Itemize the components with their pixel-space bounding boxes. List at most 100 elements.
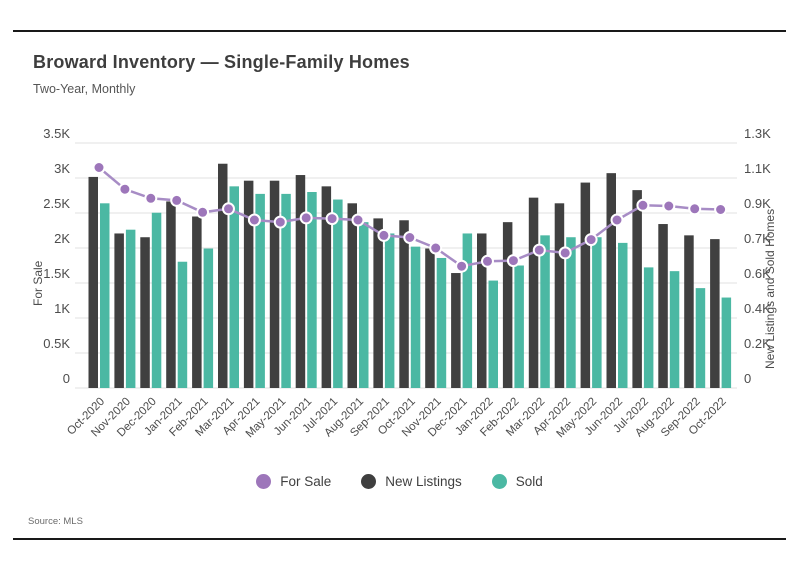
bar-new-listings[interactable]: [710, 239, 720, 388]
right-axis-tick: 0.6K: [744, 266, 771, 281]
card-top-border: [13, 30, 786, 32]
bar-sold[interactable]: [540, 235, 550, 388]
for-sale-point[interactable]: [325, 212, 339, 226]
right-axis-tick: 1.3K: [744, 126, 771, 141]
legend-item-sold[interactable]: Sold: [491, 474, 543, 489]
left-axis-tick: 1.5K: [43, 266, 70, 281]
left-axis-title: For Sale: [31, 260, 45, 306]
legend-item-new-listings[interactable]: New Listings: [361, 474, 462, 489]
bar-new-listings[interactable]: [295, 175, 306, 388]
bar-sold[interactable]: [514, 265, 524, 389]
page-subtitle: Two-Year, Monthly: [33, 82, 136, 96]
bar-sold[interactable]: [359, 222, 369, 388]
bar-sold[interactable]: [669, 271, 680, 388]
bar-sold[interactable]: [436, 257, 447, 388]
bar-sold[interactable]: [618, 242, 628, 388]
for-sale-point[interactable]: [92, 161, 106, 174]
bar-sold[interactable]: [203, 248, 214, 388]
for-sale-point[interactable]: [506, 254, 520, 268]
bar-new-listings[interactable]: [373, 218, 383, 388]
for-sale-point[interactable]: [662, 199, 676, 213]
for-sale-point[interactable]: [170, 193, 184, 207]
bar-new-listings[interactable]: [269, 180, 280, 388]
for-sale-point[interactable]: [610, 213, 624, 227]
bar-new-listings[interactable]: [425, 248, 435, 388]
left-axis-tick: 2.5K: [43, 196, 70, 211]
left-axis-tick: 0: [63, 371, 70, 386]
bar-sold[interactable]: [333, 199, 343, 388]
for-sale-point[interactable]: [558, 246, 572, 260]
new-listings-marker-icon: [361, 474, 377, 489]
bar-sold[interactable]: [592, 237, 602, 388]
for-sale-point[interactable]: [144, 191, 158, 205]
for-sale-point[interactable]: [532, 243, 546, 257]
bar-sold[interactable]: [488, 280, 499, 388]
left-axis-tick: 3.5K: [43, 126, 70, 141]
bar-new-listings[interactable]: [88, 176, 99, 388]
bar-sold[interactable]: [721, 297, 732, 388]
bar-sold[interactable]: [384, 233, 395, 388]
for-sale-point[interactable]: [196, 205, 210, 219]
source-note: Source: MLS: [28, 516, 83, 527]
bar-sold[interactable]: [462, 233, 473, 388]
right-axis-tick: 0.7K: [744, 231, 771, 246]
bar-new-listings[interactable]: [477, 233, 487, 388]
bar-sold[interactable]: [643, 267, 654, 388]
bar-new-listings[interactable]: [347, 203, 358, 388]
bar-new-listings[interactable]: [632, 190, 642, 388]
bar-new-listings[interactable]: [192, 216, 202, 389]
bar-sold[interactable]: [255, 193, 265, 388]
bar-sold[interactable]: [125, 229, 136, 388]
for-sale-point[interactable]: [273, 215, 287, 229]
right-axis-title: New Listings and Sold Homes: [763, 208, 777, 369]
bar-new-listings[interactable]: [321, 186, 332, 388]
bar-new-listings[interactable]: [528, 197, 539, 388]
for-sale-point[interactable]: [247, 213, 261, 227]
bar-new-listings[interactable]: [166, 201, 176, 388]
sold-marker-icon: [491, 474, 507, 489]
bar-new-listings[interactable]: [580, 182, 591, 388]
for-sale-point[interactable]: [299, 211, 313, 225]
for-sale-point[interactable]: [481, 254, 494, 268]
bar-sold[interactable]: [566, 237, 576, 388]
bar-new-listings[interactable]: [554, 203, 565, 388]
legend-label-sold: Sold: [515, 474, 543, 489]
bar-new-listings[interactable]: [451, 273, 461, 388]
for-sale-point[interactable]: [584, 233, 598, 247]
bar-new-listings[interactable]: [243, 180, 254, 388]
for-sale-point[interactable]: [377, 228, 391, 242]
bar-new-listings[interactable]: [399, 220, 409, 388]
for-sale-point[interactable]: [429, 241, 443, 255]
bar-sold[interactable]: [100, 203, 110, 388]
bar-sold[interactable]: [695, 288, 706, 388]
bar-sold[interactable]: [410, 246, 421, 388]
legend-label-new-listings: New Listings: [385, 474, 462, 489]
bar-new-listings[interactable]: [606, 173, 617, 388]
bar-new-listings[interactable]: [658, 224, 668, 388]
legend-item-for-sale[interactable]: For Sale: [256, 474, 331, 489]
bar-sold[interactable]: [281, 193, 291, 388]
right-axis-tick: 0.4K: [744, 301, 771, 316]
for-sale-point[interactable]: [636, 198, 650, 212]
bar-sold[interactable]: [307, 192, 317, 388]
card-bottom-border: [13, 538, 786, 540]
for-sale-point[interactable]: [455, 259, 469, 273]
for-sale-point[interactable]: [118, 182, 132, 196]
for-sale-point[interactable]: [403, 231, 417, 244]
bar-new-listings[interactable]: [502, 222, 513, 388]
bar-new-listings[interactable]: [684, 235, 694, 388]
bar-new-listings[interactable]: [218, 163, 228, 388]
for-sale-point[interactable]: [714, 203, 728, 216]
for-sale-marker-icon: [256, 474, 272, 489]
for-sale-point[interactable]: [351, 213, 365, 227]
right-axis-tick: 0.2K: [744, 336, 771, 351]
for-sale-point[interactable]: [688, 202, 702, 216]
bar-new-listings[interactable]: [114, 233, 124, 388]
bar-new-listings[interactable]: [140, 237, 150, 388]
for-sale-point[interactable]: [222, 202, 235, 216]
bar-sold[interactable]: [151, 212, 162, 388]
bar-sold[interactable]: [229, 186, 240, 388]
right-axis-tick: 0.9K: [744, 196, 771, 211]
bar-sold[interactable]: [177, 261, 188, 388]
